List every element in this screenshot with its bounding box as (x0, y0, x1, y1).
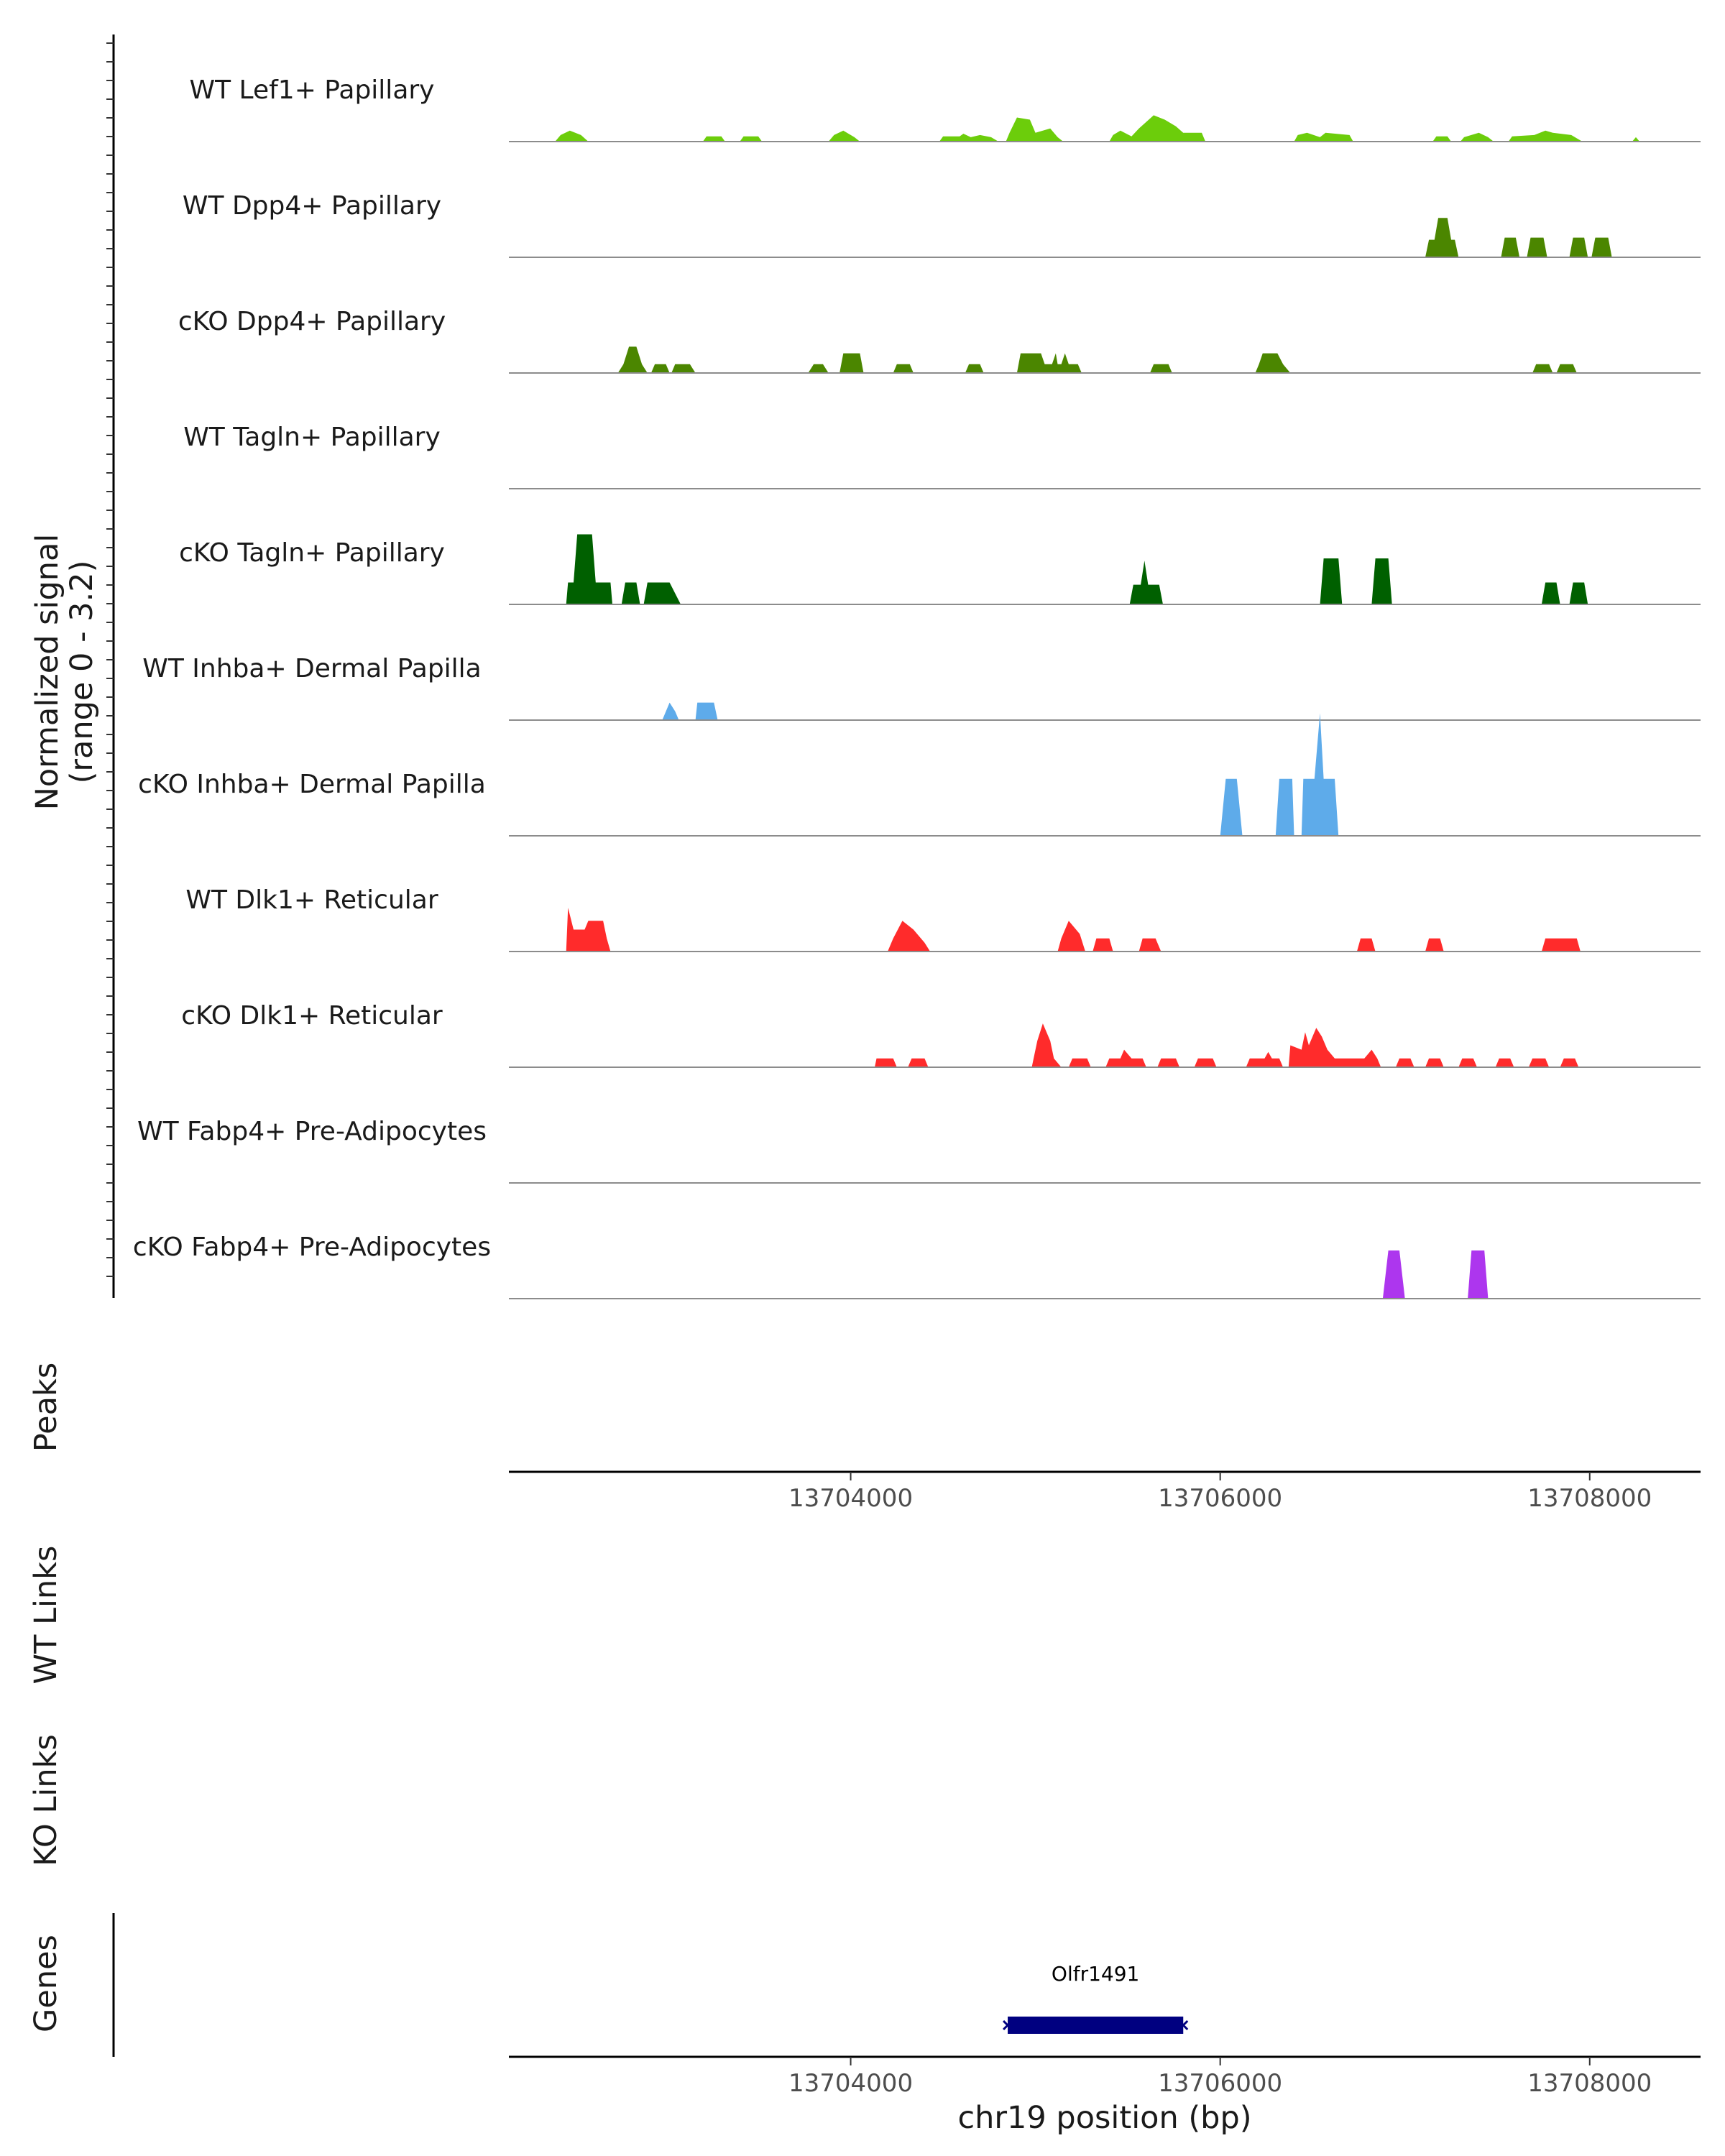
signal-y-axis-range-label: (range 0 - 3.2) (64, 561, 100, 784)
track-signal-area (1220, 713, 1339, 836)
track-label: WT Fabp4+ Pre-Adipocytes (137, 1117, 487, 1146)
track-label: cKO Fabp4+ Pre-Adipocytes (133, 1233, 491, 1262)
track-label: WT Inhba+ Dermal Papilla (142, 654, 481, 683)
track-signal-area (1425, 218, 1612, 257)
track-label: WT Dlk1+ Reticular (185, 885, 438, 915)
peaks-panel-label: Peaks (28, 1363, 64, 1452)
gene-body (1008, 2017, 1184, 2034)
peaks-x-axis-ticks: 13704000 13706000 13708000 (788, 1472, 1652, 1513)
ko-links-panel-label: KO Links (28, 1734, 64, 1866)
track-signal-area (566, 534, 1588, 604)
track-label: cKO Inhba+ Dermal Papilla (138, 770, 486, 799)
genes-x-axis-tick-label: 13706000 (1158, 2069, 1282, 2098)
track-signal-area (1382, 1250, 1489, 1299)
track-signal-area (555, 115, 1640, 142)
signal-y-axis-ticks (106, 42, 114, 1277)
track-label: cKO Dpp4+ Papillary (178, 307, 446, 336)
track-label: WT Tagln+ Papillary (183, 423, 441, 452)
peaks-x-axis-tick-label: 13708000 (1527, 1484, 1652, 1513)
peaks-x-axis-tick-label: 13704000 (788, 1484, 913, 1513)
gene-label: Olfr1491 (1052, 1962, 1139, 1986)
genes-panel-label: Genes (28, 1935, 64, 2032)
track-label: WT Dpp4+ Papillary (183, 191, 441, 221)
signal-y-axis-label: Normalized signal (29, 534, 65, 811)
gene-annotations: Olfr1491 (1002, 1962, 1189, 2034)
track-label: cKO Tagln+ Papillary (179, 538, 445, 568)
track-signal-area (875, 1023, 1579, 1067)
genes-x-axis-ticks: 13704000 13706000 13708000 (788, 2057, 1652, 2098)
genes-x-axis-tick-label: 13704000 (788, 2069, 913, 2098)
track-label: WT Lef1+ Papillary (190, 75, 435, 105)
signal-tracks: WT Lef1+ Papillary WT Dpp4+ Papillary cKO … (133, 75, 1701, 1299)
track-signal-area (617, 346, 1577, 373)
x-axis-title: chr19 position (bp) (957, 2100, 1251, 2136)
gene-strand-marker (1002, 2019, 1013, 2031)
track-label: cKO Dlk1+ Reticular (181, 1001, 443, 1031)
wt-links-panel-label: WT Links (28, 1546, 64, 1685)
gene-strand-marker (1178, 2019, 1189, 2031)
track-signal-area (566, 908, 1581, 952)
peaks-x-axis-tick-label: 13706000 (1158, 1484, 1282, 1513)
track-signal-area (662, 702, 718, 720)
genes-x-axis-tick-label: 13708000 (1527, 2069, 1652, 2098)
